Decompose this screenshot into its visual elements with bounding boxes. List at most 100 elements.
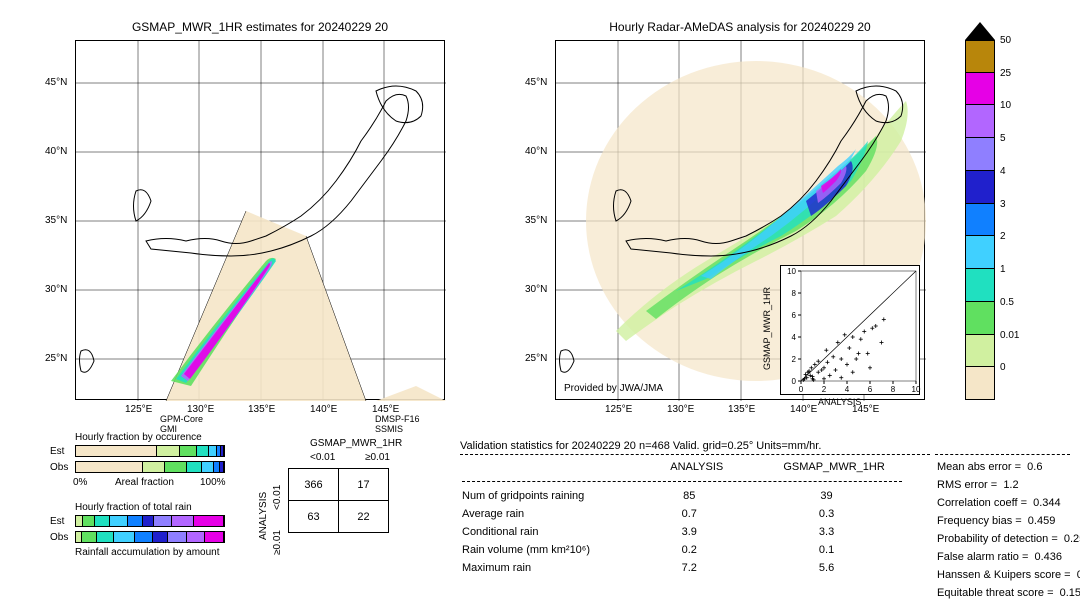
right-ytick-0: 25°N xyxy=(525,353,547,364)
left-ytick-1: 30°N xyxy=(45,284,67,295)
scatter-inset: 00224466881010 xyxy=(780,265,920,395)
svg-text:10: 10 xyxy=(787,267,796,276)
svg-text:0: 0 xyxy=(799,385,804,394)
right-xtick-1: 130°E xyxy=(667,404,694,415)
right-map-title: Hourly Radar-AMeDAS analysis for 2024022… xyxy=(555,20,925,34)
colorbar-segment xyxy=(965,73,995,106)
error-stats: Mean abs error = 0.6RMS error = 1.2Corre… xyxy=(935,452,1080,603)
occurrence-axis-1: Areal fraction xyxy=(115,477,174,488)
occurrence-obs-bar xyxy=(75,461,225,473)
left-ytick-4: 45°N xyxy=(45,77,67,88)
right-ytick-2: 35°N xyxy=(525,215,547,226)
fraction-segment xyxy=(97,532,115,542)
svg-text:2: 2 xyxy=(792,355,797,364)
totalrain-obs-label: Obs xyxy=(50,532,68,543)
error-stat-row: Equitable threat score = 0.157 xyxy=(937,585,1080,601)
svg-text:2: 2 xyxy=(822,385,827,394)
error-stat-row: False alarm ratio = 0.436 xyxy=(937,549,1080,565)
contingency-col-1: ≥0.01 xyxy=(365,452,390,463)
totalrain-est-bar xyxy=(75,515,225,527)
fraction-segment xyxy=(143,516,155,526)
colorbar-segment xyxy=(965,138,995,171)
right-ytick-4: 45°N xyxy=(525,77,547,88)
left-map-panel xyxy=(75,40,445,400)
colorbar-tick-label: 3 xyxy=(1000,199,1006,210)
fraction-segment xyxy=(110,516,128,526)
colorbar-segment xyxy=(965,105,995,138)
scatter-xlabel: ANALYSIS xyxy=(818,397,861,407)
left-ytick-2: 35°N xyxy=(45,215,67,226)
fraction-segment xyxy=(197,446,209,456)
colorbar-segment xyxy=(965,236,995,269)
right-xtick-0: 125°E xyxy=(605,404,632,415)
validation-row: Num of gridpoints raining8539 xyxy=(462,488,917,504)
left-xtick-2: 135°E xyxy=(248,404,275,415)
scatter-ylabel: GSMAP_MWR_1HR xyxy=(762,287,772,370)
colorbar-tick-label: 25 xyxy=(1000,68,1011,79)
colorbar-segment xyxy=(965,367,995,400)
colorbar-tick-label: 2 xyxy=(1000,231,1006,242)
validation-row: Maximum rain7.25.6 xyxy=(462,560,917,576)
colorbar-tick-label: 1 xyxy=(1000,264,1006,275)
fraction-segment xyxy=(157,446,179,456)
contingency-row-1: ≥0.01 xyxy=(272,530,283,555)
contingency-title: GSMAP_MWR_1HR xyxy=(310,438,402,449)
fraction-segment xyxy=(128,516,143,526)
fraction-segment xyxy=(76,516,83,526)
right-xtick-3: 140°E xyxy=(790,404,817,415)
fraction-segment xyxy=(221,446,224,456)
left-ytick-3: 40°N xyxy=(45,146,67,157)
right-xtick-2: 135°E xyxy=(728,404,755,415)
contingency-row-label: ANALYSIS xyxy=(258,492,269,540)
colorbar: 502510543210.50.010 xyxy=(965,40,995,400)
fraction-segment xyxy=(187,462,202,472)
error-stat-row: Correlation coeff = 0.344 xyxy=(937,495,1080,511)
svg-text:0: 0 xyxy=(792,377,797,386)
colorbar-tick-label: 0.5 xyxy=(1000,297,1014,308)
colorbar-tick-label: 0.01 xyxy=(1000,330,1019,341)
fraction-segment xyxy=(76,446,157,456)
validation-row: Average rain0.70.3 xyxy=(462,506,917,522)
fraction-segment xyxy=(205,532,224,542)
fraction-segment xyxy=(83,516,95,526)
contingency-col-0: <0.01 xyxy=(310,452,335,463)
svg-text:10: 10 xyxy=(912,385,921,394)
fraction-segment xyxy=(168,532,187,542)
error-stat-row: Mean abs error = 0.6 xyxy=(937,459,1080,475)
colorbar-tick-label: 4 xyxy=(1000,166,1006,177)
occurrence-est-bar xyxy=(75,445,225,457)
validation-section: Validation statistics for 20240229 20 n=… xyxy=(460,440,930,578)
colorbar-segment xyxy=(965,335,995,368)
colorbar-segment xyxy=(965,269,995,302)
colorbar-segment xyxy=(965,171,995,204)
provided-by-label: Provided by JWA/JMA xyxy=(564,383,663,394)
contingency-table: 36617 6322 xyxy=(288,468,389,533)
fraction-segment xyxy=(187,532,205,542)
totalrain-title: Hourly fraction of total rain xyxy=(75,502,192,513)
svg-text:4: 4 xyxy=(845,385,850,394)
svg-text:4: 4 xyxy=(792,333,797,342)
validation-title: Validation statistics for 20240229 20 n=… xyxy=(460,440,930,452)
contingency-row-0: <0.01 xyxy=(272,485,283,510)
fraction-segment xyxy=(153,532,168,542)
right-ytick-3: 40°N xyxy=(525,146,547,157)
occurrence-axis-0: 0% xyxy=(73,477,87,488)
fraction-segment xyxy=(143,462,165,472)
fraction-segment xyxy=(220,462,224,472)
fraction-segment xyxy=(202,462,214,472)
fraction-segment xyxy=(114,532,135,542)
error-stat-row: Probability of detection = 0.259 xyxy=(937,531,1080,547)
totalrain-est-label: Est xyxy=(50,516,64,527)
right-ytick-1: 30°N xyxy=(525,284,547,295)
colorbar-tick-label: 5 xyxy=(1000,133,1006,144)
fraction-segment xyxy=(154,516,172,526)
colorbar-tick-label: 50 xyxy=(1000,35,1011,46)
satellite-label-1: DMSP-F16 SSMIS xyxy=(375,415,420,435)
svg-text:6: 6 xyxy=(792,311,797,320)
fraction-segment xyxy=(82,532,97,542)
colorbar-segment xyxy=(965,302,995,335)
colorbar-segment xyxy=(965,40,995,73)
fraction-segment xyxy=(95,516,110,526)
totalrain-footer: Rainfall accumulation by amount xyxy=(75,547,220,558)
fraction-segment xyxy=(209,446,216,456)
